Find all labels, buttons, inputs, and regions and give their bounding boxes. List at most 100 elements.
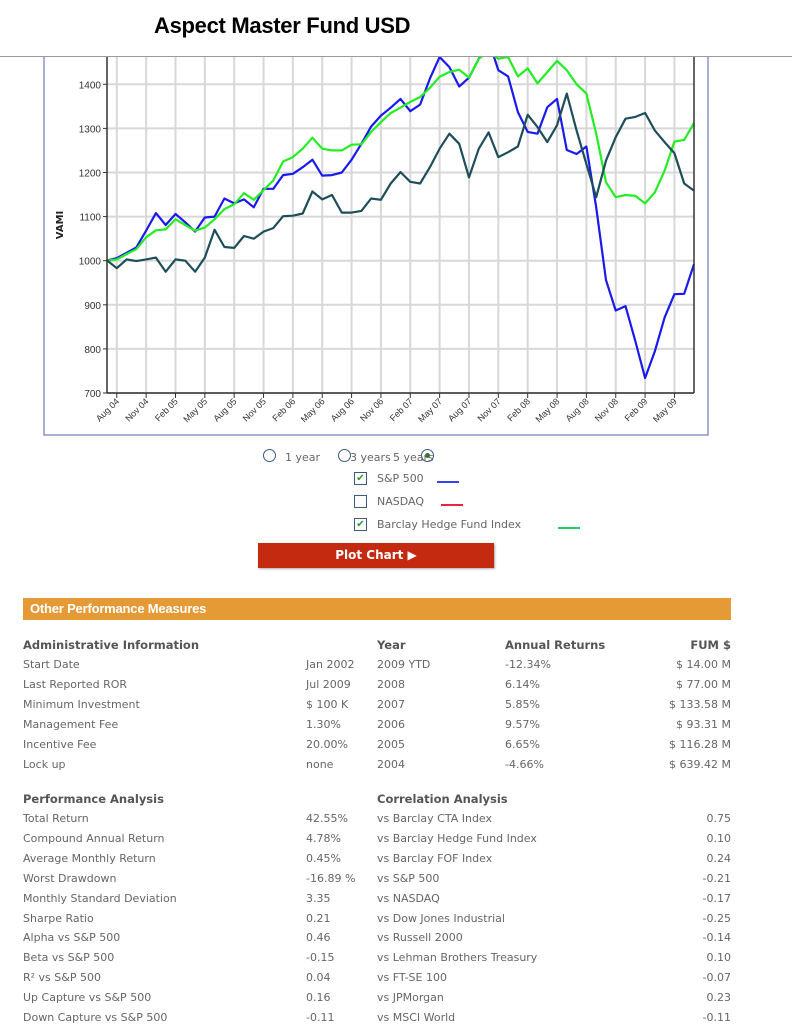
performance-value: -0.15 — [306, 951, 335, 965]
performance-value: 0.21 — [306, 911, 331, 925]
admin-header: Annual Returns — [505, 638, 606, 652]
series-line-aspect-master-fund-usd — [107, 92, 695, 273]
year: 2007 — [377, 697, 405, 711]
y-tick-label: 1200 — [79, 169, 102, 180]
correlation-header: Correlation Analysis — [377, 792, 508, 806]
benchmark-checkbox-1[interactable] — [354, 495, 367, 508]
fum: $ 93.31 M — [676, 717, 731, 731]
performance-metric: Average Monthly Return — [23, 851, 156, 865]
y-tick-label: 1400 — [79, 80, 102, 91]
fum: $ 133.58 M — [669, 697, 731, 711]
performance-metric: Alpha vs S&P 500 — [23, 931, 121, 945]
performance-header: Performance Analysis — [23, 792, 164, 806]
year: 2006 — [377, 717, 405, 731]
admin-value: 1.30% — [306, 717, 341, 731]
y-axis-label: VAMI — [55, 211, 66, 239]
correlation-benchmark: vs FT-SE 100 — [377, 971, 447, 985]
performance-value: 0.04 — [306, 971, 331, 985]
correlation-benchmark: vs S&P 500 — [377, 871, 440, 885]
page-header: Aspect Master Fund USD — [0, 0, 792, 57]
benchmark-color-swatch — [441, 504, 463, 506]
correlation-value: 0.23 — [706, 991, 732, 1005]
period-radio-2[interactable] — [421, 449, 434, 462]
benchmark-checkbox-2[interactable]: ✔ — [354, 518, 367, 531]
period-label[interactable]: 3 years — [350, 451, 391, 464]
admin-header: Administrative Information — [23, 638, 200, 652]
correlation-benchmark: vs JPMorgan — [377, 991, 444, 1005]
fum: $ 14.00 M — [676, 658, 731, 671]
performance-value: 4.78% — [306, 831, 341, 845]
year: 2004 — [377, 757, 405, 771]
performance-value: -16.89 % — [306, 871, 356, 885]
chart-lines — [107, 57, 695, 380]
correlation-value: 0.10 — [706, 831, 732, 845]
correlation-benchmark: vs MSCI World — [377, 1011, 456, 1024]
admin-value: Jul 2009 — [306, 677, 351, 691]
admin-label: Last Reported ROR — [23, 677, 128, 691]
annual-return: -4.66% — [505, 757, 544, 771]
benchmark-checkbox-0[interactable]: ✔ — [354, 472, 367, 485]
performance-metric: Monthly Standard Deviation — [23, 891, 177, 905]
performance-value: 0.16 — [306, 991, 331, 1005]
correlation-benchmark: vs Barclay FOF Index — [377, 851, 493, 865]
section-title: Other Performance Measures — [30, 601, 207, 616]
year: 2005 — [377, 737, 405, 751]
correlation-benchmark: vs Lehman Brothers Treasury — [377, 951, 538, 965]
performance-metric: Up Capture vs S&P 500 — [23, 991, 152, 1005]
correlation-value: -0.21 — [702, 871, 731, 885]
admin-value: $ 100 K — [306, 697, 349, 711]
annual-return: -12.34% — [505, 658, 551, 671]
correlation-value: -0.14 — [702, 931, 731, 945]
performance-metric: Beta vs S&P 500 — [23, 951, 115, 965]
correlation-value: -0.07 — [702, 971, 731, 985]
y-tick-label: 1000 — [79, 257, 102, 268]
year: 2009 YTD — [377, 658, 431, 671]
admin-label: Lock up — [23, 757, 66, 771]
correlation-value: -0.11 — [702, 1011, 731, 1024]
performance-value: 3.35 — [306, 891, 331, 905]
admin-label: Management Fee — [23, 717, 119, 731]
period-radio-0[interactable] — [263, 449, 276, 462]
benchmark-color-swatch — [558, 527, 580, 529]
correlation-value: 0.24 — [706, 851, 732, 865]
performance-metric: Down Capture vs S&P 500 — [23, 1011, 168, 1024]
benchmark-label[interactable]: S&P 500 — [377, 472, 424, 485]
period-label[interactable]: 5 years — [393, 451, 434, 464]
admin-value: Jan 2002 — [306, 658, 355, 671]
performance-value: -0.11 — [306, 1011, 335, 1024]
performance-value: 0.45% — [306, 851, 341, 865]
admin-header: Year — [377, 638, 406, 652]
performance-metric: Sharpe Ratio — [23, 911, 94, 925]
correlation-benchmark: vs Dow Jones Industrial — [377, 911, 505, 925]
admin-label: Incentive Fee — [23, 737, 97, 751]
benchmark-color-swatch — [437, 481, 459, 483]
correlation-value: -0.25 — [702, 911, 731, 925]
benchmark-label[interactable]: NASDAQ — [377, 495, 425, 508]
admin-value: none — [306, 757, 334, 771]
annual-return: 5.85% — [505, 697, 540, 711]
plot-chart-button[interactable]: Plot Chart ▶ — [258, 543, 494, 568]
fum: $ 116.28 M — [669, 737, 731, 751]
correlation-value: 0.10 — [706, 951, 732, 965]
performance-metric: Compound Annual Return — [23, 831, 165, 845]
y-tick-label: 1300 — [79, 124, 102, 135]
admin-header: FUM $ — [690, 638, 731, 652]
section-header: Other Performance Measures — [23, 598, 731, 620]
annual-return: 6.14% — [505, 677, 540, 691]
benchmark-label[interactable]: Barclay Hedge Fund Index — [377, 518, 522, 531]
performance-value: 42.55% — [306, 812, 348, 825]
y-tick-label: 800 — [84, 345, 101, 356]
correlation-value: 0.75 — [706, 812, 732, 825]
admin-value: 20.00% — [306, 737, 348, 751]
period-radio-1[interactable] — [338, 449, 351, 462]
chart-frame — [43, 39, 709, 436]
year: 2008 — [377, 677, 405, 691]
annual-return: 9.57% — [505, 717, 540, 731]
period-label[interactable]: 1 year — [285, 451, 321, 464]
admin-label: Start Date — [23, 658, 80, 671]
correlation-value: -0.17 — [702, 891, 731, 905]
performance-value: 0.46 — [306, 931, 331, 945]
chart-grid — [107, 57, 694, 394]
fum: $ 639.42 M — [669, 757, 731, 771]
